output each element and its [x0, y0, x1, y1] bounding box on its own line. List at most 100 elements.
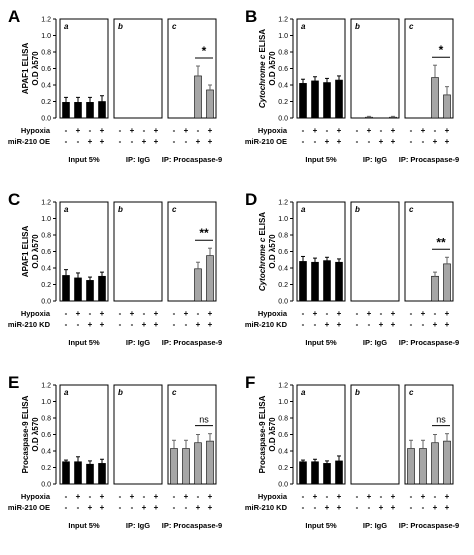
condition-label: Hypoxia: [21, 126, 51, 135]
bar: [335, 460, 343, 485]
subpanel-label: c: [409, 205, 414, 214]
group-label: IP: IgG: [126, 521, 150, 530]
condition-mark: +: [367, 492, 372, 501]
condition-label: miR-210 OE: [8, 503, 50, 512]
condition-mark: +: [100, 309, 105, 318]
condition-label: Hypoxia: [258, 309, 288, 318]
condition-mark: +: [337, 320, 342, 329]
bar: [86, 102, 94, 119]
condition-mark: -: [368, 137, 371, 146]
subpanel-box: [113, 18, 163, 119]
bar: [443, 263, 451, 302]
condition-mark: -: [380, 309, 383, 318]
condition-mark: -: [410, 309, 413, 318]
group-label: IP: IgG: [363, 521, 387, 530]
y-axis-label: Procaspase-9 ELISA: [258, 395, 267, 473]
condition-mark: -: [77, 320, 80, 329]
y-tick-label: 1.0: [41, 399, 51, 406]
y-tick-label: 1.0: [278, 33, 288, 40]
condition-mark: +: [325, 320, 330, 329]
group-label: IP: Procaspase-9: [162, 521, 222, 530]
condition-mark: +: [208, 137, 213, 146]
bar: [299, 261, 307, 302]
y-tick-label: 0.2: [41, 465, 51, 472]
condition-mark: +: [196, 503, 201, 512]
condition-mark: +: [391, 492, 396, 501]
subpanel-box: [296, 201, 346, 302]
condition-mark: +: [391, 309, 396, 318]
y-tick-label: 0.0: [278, 299, 288, 306]
condition-mark: +: [184, 492, 189, 501]
bar: [74, 277, 82, 302]
y-tick-label: 1.0: [278, 216, 288, 223]
y-tick-label: 1.2: [41, 383, 51, 390]
subpanel-box: [167, 384, 217, 485]
y-axis-label: Procaspase-9 ELISA: [21, 395, 30, 473]
condition-mark: -: [422, 503, 425, 512]
condition-label: Hypoxia: [258, 126, 288, 135]
condition-mark: -: [302, 126, 305, 135]
condition-mark: -: [380, 126, 383, 135]
group-label: Input 5%: [305, 338, 337, 347]
subpanel-label: a: [301, 205, 306, 214]
significance-label: **: [199, 226, 209, 240]
condition-mark: +: [154, 503, 159, 512]
subpanel-box: [404, 384, 454, 485]
condition-mark: +: [313, 492, 318, 501]
y-tick-label: 0.8: [278, 416, 288, 423]
bar: [335, 261, 343, 302]
condition-label: miR-210 KD: [245, 320, 288, 329]
y-axis-label-suffix: ELISA: [21, 395, 30, 421]
y-tick-label: 0.0: [278, 116, 288, 123]
condition-mark: -: [89, 309, 92, 318]
condition-mark: -: [302, 137, 305, 146]
condition-mark: +: [196, 137, 201, 146]
significance-label: *: [439, 43, 444, 57]
group-label: IP: IgG: [126, 338, 150, 347]
bar: [431, 275, 439, 302]
condition-mark: -: [356, 492, 359, 501]
bar: [62, 102, 70, 119]
panel-letter: C: [8, 190, 20, 209]
condition-mark: +: [379, 503, 384, 512]
y-tick-label: 0.4: [278, 266, 288, 273]
condition-mark: +: [445, 492, 450, 501]
subpanel-box: [59, 201, 109, 302]
bar: [206, 440, 214, 485]
bar: [299, 83, 307, 119]
condition-mark: -: [356, 503, 359, 512]
group-label: IP: IgG: [363, 338, 387, 347]
condition-mark: -: [380, 492, 383, 501]
panel-letter: F: [245, 373, 255, 392]
subpanel-label: c: [172, 205, 177, 214]
condition-mark: +: [100, 126, 105, 135]
subpanel-box: [296, 18, 346, 119]
y-tick-label: 0.4: [41, 266, 51, 273]
y-axis-label-prefix: APAF1: [21, 68, 30, 94]
condition-mark: -: [65, 137, 68, 146]
significance-label: ns: [436, 415, 446, 425]
bar: [335, 79, 343, 119]
bar: [389, 116, 397, 119]
subpanel-label: b: [355, 22, 360, 31]
panel-A: A APAF1 ELISA O.D λ570 0.0 0.2 0.4 0.6 0.8 1.0 1.…: [8, 7, 222, 164]
y-tick-label: 1.0: [41, 33, 51, 40]
condition-mark: +: [154, 492, 159, 501]
condition-mark: -: [422, 320, 425, 329]
condition-mark: +: [313, 126, 318, 135]
condition-mark: -: [89, 492, 92, 501]
condition-mark: -: [119, 137, 122, 146]
subpanel-label: b: [118, 205, 123, 214]
bar: [323, 463, 331, 485]
condition-mark: +: [154, 309, 159, 318]
condition-mark: -: [302, 492, 305, 501]
bar: [206, 89, 214, 119]
subpanel-label: b: [118, 22, 123, 31]
bar: [299, 461, 307, 485]
y-tick-label: 0.8: [278, 50, 288, 57]
y-tick-label: 0.2: [278, 465, 288, 472]
